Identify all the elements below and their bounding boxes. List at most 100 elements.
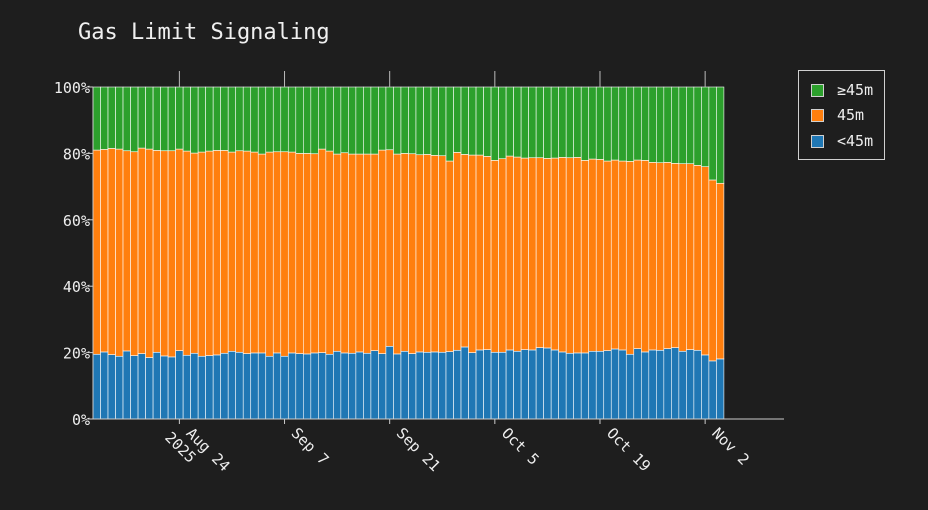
bar-45m-59 [535,157,544,348]
bar-45m-0 [92,149,101,355]
bar-45m-11 [175,350,184,420]
bar-45m-14 [197,151,206,357]
bar-45m-52 [483,86,492,157]
bar-45m-31 [325,150,334,355]
bar-45m-15 [205,150,214,356]
bar-45m-18 [227,151,237,352]
bar-45m-51 [475,349,484,420]
bar-45m-35 [355,351,364,420]
bar-45m-20 [242,353,252,420]
bar-45m-27 [295,353,304,420]
bar-45m-82 [708,360,717,420]
bar-45m-15 [205,86,214,152]
bar-45m-2 [107,86,116,149]
bar-45m-15 [205,355,214,420]
bar-45m-36 [363,86,372,155]
bar-45m-62 [558,157,567,353]
y-tick-label-60: 60% [63,212,90,230]
bar-45m-17 [220,352,229,420]
bar-45m-22 [257,153,267,354]
bar-45m-23 [265,355,274,420]
bar-45m-68 [603,160,612,351]
bar-45m-56 [513,86,522,158]
bar-45m-39 [385,345,394,420]
bar-45m-69 [610,159,620,350]
bar-45m-46 [438,351,447,420]
bar-45m-59 [535,86,544,159]
bar-45m-3 [115,355,124,420]
bar-45m-66 [588,86,597,160]
bar-45m-51 [475,86,484,156]
bar-45m-73 [640,160,650,353]
bar-45m-83 [716,358,725,420]
bar-45m-51 [475,154,484,351]
bar-45m-30 [318,148,327,353]
bar-45m-45 [430,351,439,420]
bar-45m-40 [393,353,402,420]
bar-45m-19 [235,150,244,353]
bar-45m-30 [318,352,327,420]
bar-45m-14 [197,86,206,153]
bar-45m-80 [693,86,702,166]
bar-45m-54 [498,158,507,353]
bar-45m-78 [678,86,687,164]
bar-45m-23 [265,151,274,357]
bar-45m-66 [588,350,597,420]
x-tick-label-2025-10-05: Oct 5 [498,424,543,469]
x-tick-text-2025-10-05: Oct 5 [498,424,543,469]
bar-45m-81 [701,166,710,356]
bar-45m-11 [175,148,184,351]
bar-45m-37 [370,86,379,155]
bar-45m-79 [686,349,695,420]
bar-45m-59 [535,347,544,420]
bar-45m-3 [115,148,124,357]
y-tick-label-20: 20% [63,345,90,363]
bar-45m-25 [280,355,289,420]
bar-45m-80 [693,165,702,351]
bar-45m-29 [310,86,319,155]
bar-45m-68 [603,350,612,420]
bar-45m-7 [145,148,154,358]
bar-45m-78 [678,163,687,352]
bar-45m-55 [505,86,514,157]
bar-45m-54 [498,351,507,420]
bar-45m-63 [565,86,574,159]
bar-45m-69 [610,86,620,161]
bar-45m-48 [453,86,462,153]
bar-45m-13 [190,86,199,154]
bar-45m-57 [520,157,529,350]
bar-45m-32 [333,350,342,420]
bar-45m-12 [182,354,191,420]
bar-45m-60 [543,86,552,159]
x-tick-text-2025-09-07: Sep 7 [288,424,333,469]
bar-45m-53 [490,351,499,420]
bar-45m-3 [115,86,124,150]
x-tick-label-2025-09-07: Sep 7 [288,424,333,469]
bar-45m-24 [272,151,282,354]
bar-45m-70 [618,86,627,162]
bar-45m-46 [438,155,447,353]
bar-45m-8 [152,86,161,151]
bar-45m-49 [460,154,469,348]
bar-45m-82 [708,179,717,362]
bar-45m-53 [490,86,499,161]
x-tick-text-2025-11-02: Nov 2 [708,424,753,469]
bar-45m-10 [167,150,176,358]
bar-45m-64 [573,352,582,420]
bar-45m-26 [287,86,297,153]
bar-45m-76 [663,86,672,163]
bar-45m-10 [167,86,176,152]
bar-45m-81 [701,86,710,167]
bar-45m-67 [595,86,605,160]
bar-45m-0 [92,86,101,151]
bar-45m-8 [152,351,161,420]
bar-45m-61 [550,157,559,351]
bar-45m-33 [340,352,349,420]
bar-45m-42 [408,353,417,420]
bar-45m-61 [550,86,559,159]
bar-45m-35 [355,153,364,353]
bar-45m-17 [220,150,229,354]
bar-45m-1 [100,351,109,420]
